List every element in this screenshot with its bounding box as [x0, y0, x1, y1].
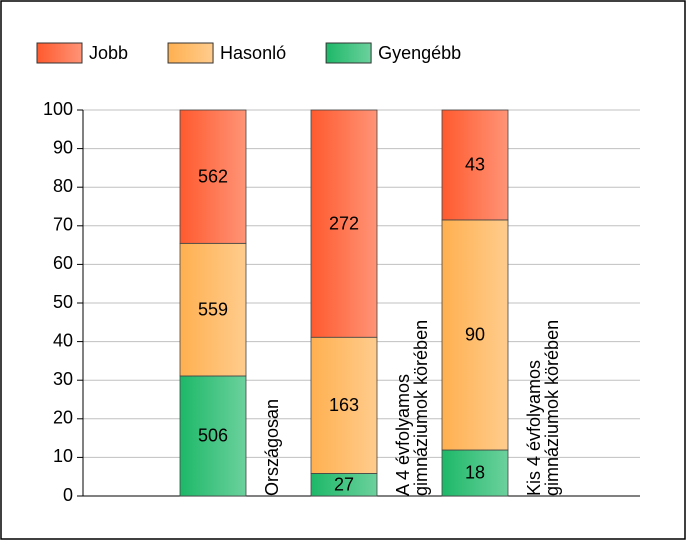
legend-label: Hasonló: [220, 43, 286, 63]
legend-label: Jobb: [89, 43, 128, 63]
data-label: 90: [465, 325, 485, 345]
data-label: 562: [198, 166, 228, 186]
data-label: 163: [329, 395, 359, 415]
data-label: 272: [329, 213, 359, 233]
y-tick-label: 20: [53, 408, 73, 428]
legend-label: Gyengébb: [378, 43, 461, 63]
bar-segment: [441, 219, 509, 451]
y-tick-label: 0: [63, 485, 73, 505]
data-label: 43: [465, 155, 485, 175]
y-tick-label: 40: [53, 330, 73, 350]
data-label: 506: [198, 426, 228, 446]
data-label: 27: [334, 474, 354, 494]
legend-swatch: [167, 42, 214, 64]
legend-swatch: [36, 42, 83, 64]
y-tick-label: 10: [53, 446, 73, 466]
bar-segment: [310, 109, 378, 338]
bar-segment: [310, 336, 378, 474]
y-tick-label: 100: [43, 99, 73, 119]
y-tick-label: 50: [53, 292, 73, 312]
x-tick-label: Kis 4 évfolyamos gimnáziumok körében: [524, 319, 562, 496]
y-tick-label: 80: [53, 176, 73, 196]
bar-segment: [179, 109, 247, 244]
y-tick-label: 30: [53, 369, 73, 389]
data-label: 559: [198, 299, 228, 319]
x-tick-label: Országosan: [262, 398, 282, 496]
x-tick-label: A 4 évfolyamos gimnáziumok körében: [393, 319, 431, 496]
bar-segment: [441, 109, 509, 221]
bar-segment: [179, 375, 247, 497]
bar-segment: [441, 449, 509, 497]
y-tick-label: 70: [53, 215, 73, 235]
legend-swatch: [325, 42, 372, 64]
data-label: 18: [465, 463, 485, 483]
y-tick-label: 60: [53, 253, 73, 273]
y-tick-label: 90: [53, 137, 73, 157]
